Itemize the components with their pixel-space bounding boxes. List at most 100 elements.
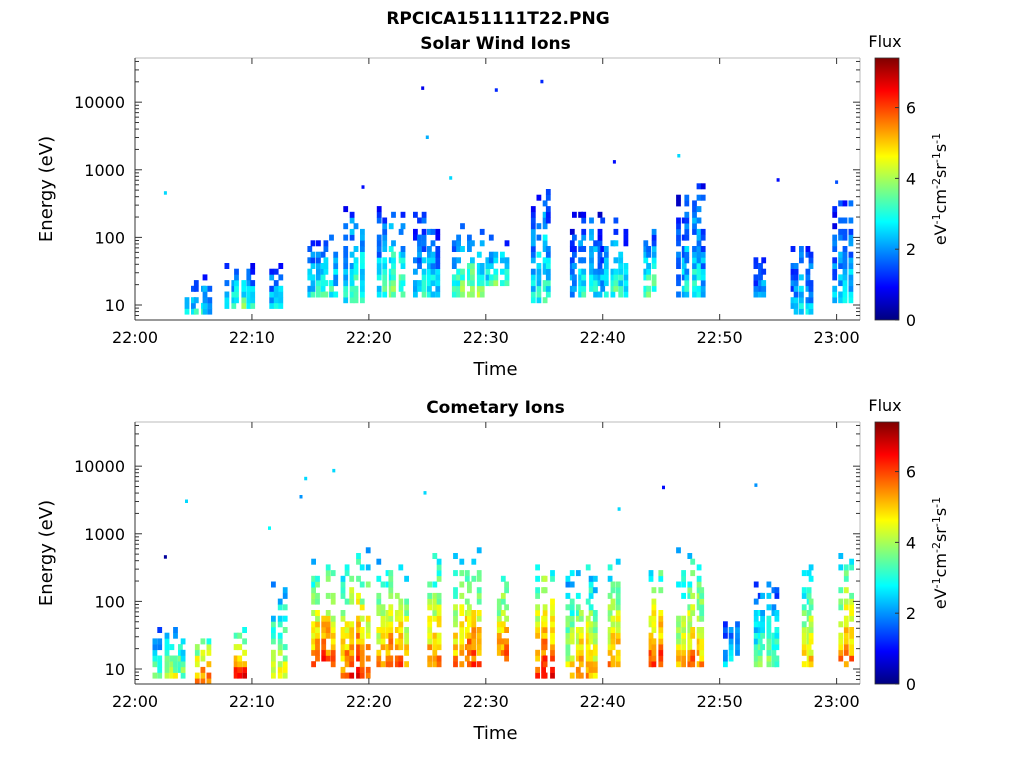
flux-cell [843,649,849,656]
flux-cell [376,649,382,656]
flux-cell [753,257,759,264]
flux-cell [365,666,371,673]
flux-cell [569,291,575,298]
flux-cell [325,627,331,633]
flux-cell [581,234,587,241]
colorbar-tick-label: 6 [906,99,916,118]
flux-cell [658,570,664,577]
flux-cell [569,638,575,645]
flux-cell [476,263,482,269]
flux-cell [613,280,619,287]
flux-cell [545,251,551,258]
flux-cell [651,638,657,645]
flux-cell [504,280,510,287]
flux-cell [696,575,702,582]
flux-cell [690,610,696,616]
flux-cell [793,274,799,281]
flux-cell [592,627,598,633]
flux-cell [681,638,686,645]
flux-cell [427,638,433,645]
flux-cell [593,246,598,252]
flux-cell [180,649,186,656]
flux-cell [838,263,843,269]
flux-cell [365,581,371,588]
flux-cell [849,604,854,611]
flux-cell [343,297,349,304]
flux-cell [476,547,482,554]
flux-cell [169,644,175,651]
flux-cell [427,592,433,599]
flux-cell [848,263,854,269]
flux-cell [388,638,394,645]
flux-cell [597,291,603,298]
flux-cell [610,598,616,605]
flux-cell [801,587,807,594]
x-tick-label: 22:20 [346,328,392,347]
flux-cell [575,672,581,679]
flux-cell [479,285,485,292]
flux-cell [476,587,482,594]
flux-cell [643,240,649,247]
flux-cell [349,268,355,275]
flux-cell [542,610,548,616]
flux-cell [648,575,654,582]
flux-cell [376,268,382,275]
flux-cell [766,655,772,662]
flux-cell [618,291,624,298]
flux-cell [643,274,649,281]
flux-cell [398,228,404,235]
flux-cell [801,604,807,611]
flux-cell [237,655,243,662]
flux-cell [838,644,844,651]
flux-cell [388,627,394,633]
flux-cell [808,280,814,287]
flux-cell [578,638,584,645]
flux-point [776,178,780,182]
flux-cell [269,285,275,292]
flux-cell [793,291,799,298]
flux-cell [575,627,581,633]
flux-cell [757,632,763,639]
flux-cell [360,280,365,287]
flux-cell [542,268,548,275]
flux-cell [398,610,404,616]
flux-cell [542,263,548,269]
flux-cell [504,257,510,264]
flux-cell [774,638,780,645]
flux-cell [766,627,772,633]
flux-cell [231,280,237,287]
flux-cell [676,644,681,651]
flux-cell [728,644,734,651]
flux-cell [535,632,540,639]
flux-cell [690,655,696,662]
flux-cell [589,274,594,281]
flux-point [185,499,188,503]
flux-cell [376,257,382,264]
x-tick-label: 22:40 [580,328,626,347]
flux-cell [842,268,848,275]
flux-cell [202,302,208,309]
flux-cell [651,251,657,258]
flux-cell [774,615,780,622]
flux-cell [684,223,690,230]
flux-cell [618,257,624,264]
flux-cell [542,223,548,230]
flux-cell [607,610,613,616]
flux-cell [610,291,616,298]
flux-cell [761,268,767,275]
flux-cell [843,638,849,645]
flux-cell [542,661,548,668]
flux-cell [832,263,838,269]
flux-cell [421,268,427,275]
flux-cell [329,234,334,241]
flux-cell [435,263,441,269]
flux-cell [643,291,649,298]
flux-cell [838,632,844,639]
flux-cell [536,297,542,304]
flux-cell [542,297,548,304]
flux-cell [676,274,681,281]
flux-cell [349,661,355,668]
flux-cell [843,632,849,639]
flux-cell [545,189,551,195]
flux-cell [278,302,284,309]
